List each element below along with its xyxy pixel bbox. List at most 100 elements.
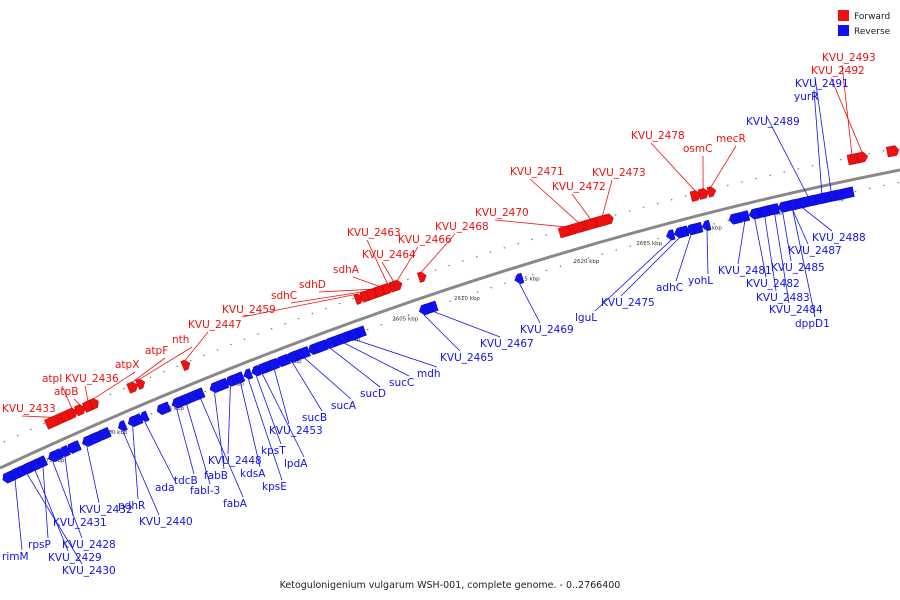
- gene-succ: [338, 331, 350, 344]
- gene-kvu-2447: [180, 359, 191, 372]
- gene-label-rimm[interactable]: rimM: [2, 551, 29, 563]
- gene-label-kvu-2484[interactable]: KVU_2484: [769, 304, 823, 316]
- gene-label-lpda[interactable]: lpdA: [284, 458, 308, 470]
- gene-label-yohl[interactable]: yohL: [688, 275, 713, 287]
- gene-label-kvu-2483[interactable]: KVU_2483: [756, 292, 810, 304]
- gene-label-kvu-2489[interactable]: KVU_2489: [746, 116, 800, 128]
- gene-kvu-2433: [44, 415, 60, 430]
- leader-line-sucd: [329, 347, 381, 388]
- gene-label-kvu-2492[interactable]: KVU_2492: [811, 65, 865, 77]
- gene-label-kvu-2487[interactable]: KVU_2487: [788, 245, 842, 257]
- gene-label-kvu-2448[interactable]: KVU_2448: [208, 455, 262, 467]
- gene-label-ada[interactable]: ada: [155, 482, 175, 494]
- gene-label-atpi[interactable]: atpI: [42, 373, 62, 385]
- gene-label-sucd[interactable]: sucD: [360, 388, 386, 400]
- gene-label-kvu-2478[interactable]: KVU_2478: [631, 130, 685, 142]
- gene-label-atpb[interactable]: atpB: [54, 386, 78, 398]
- gene-label-kvu-2428[interactable]: KVU_2428: [62, 539, 116, 551]
- gene-label-fabi-3[interactable]: fabI-3: [190, 485, 220, 497]
- gene-label-kvu-2466[interactable]: KVU_2466: [398, 234, 452, 246]
- gene-label-sdha[interactable]: sdhA: [333, 264, 360, 276]
- gene-label-kvu-2464[interactable]: KVU_2464: [362, 249, 416, 261]
- gene-label-mecr[interactable]: mecR: [716, 133, 746, 145]
- gene-label-rpsp[interactable]: rpsP: [28, 539, 51, 551]
- leader-line-ada: [144, 421, 176, 482]
- gene-kvu-2485: [777, 201, 787, 213]
- gene-label-kvu-2471[interactable]: KVU_2471: [510, 166, 564, 178]
- gene-label-suca[interactable]: sucA: [331, 400, 357, 412]
- gene-label-atpx[interactable]: atpX: [115, 359, 139, 371]
- leader-line-kvu-2485: [782, 212, 792, 262]
- leader-line-kvu-2484: [774, 214, 790, 304]
- gene-label-kvu-2470[interactable]: KVU_2470: [475, 207, 529, 219]
- gene-label-kvu-2493[interactable]: KVU_2493: [822, 52, 876, 64]
- gene-label-kvu-2440[interactable]: KVU_2440: [139, 516, 193, 528]
- gene-fabb: [209, 381, 220, 394]
- gene-kvu-2432: [82, 435, 92, 447]
- gene-label-kvu-2429[interactable]: KVU_2429: [48, 552, 102, 564]
- gene-label-kvu-2465[interactable]: KVU_2465: [440, 352, 494, 364]
- gene-label-kvu-2436[interactable]: KVU_2436: [65, 373, 119, 385]
- gene-label-nth[interactable]: nth: [172, 334, 189, 346]
- gene-label-kvu-2485[interactable]: KVU_2485: [771, 262, 825, 274]
- gene-label-kpse[interactable]: kpsE: [262, 481, 287, 493]
- gene-label-faba[interactable]: fabA: [223, 498, 248, 510]
- gene-label-kvu-2463[interactable]: KVU_2463: [347, 227, 401, 239]
- leader-line-mdh: [353, 339, 438, 368]
- leader-line-kvu-2448: [227, 386, 231, 455]
- gene-label-adhc[interactable]: adhC: [656, 282, 683, 294]
- gene-kdsa: [235, 371, 246, 383]
- gene-label-kvu-2467[interactable]: KVU_2467: [480, 338, 534, 350]
- gene-kvu-2428: [48, 450, 58, 463]
- gene-label-fabb[interactable]: fabB: [204, 470, 228, 482]
- gene-kvu-2481: [738, 210, 751, 222]
- gene-label-kpst[interactable]: kpsT: [261, 445, 286, 457]
- gene-kpst: [251, 365, 262, 377]
- leader-line-kvu-2429: [34, 469, 69, 552]
- leader-line-kdsa: [240, 382, 261, 468]
- gene-label-atpf[interactable]: atpF: [145, 345, 168, 357]
- gene-kvu-2430: [22, 462, 33, 474]
- gene-label-sdhd[interactable]: sdhD: [299, 279, 326, 291]
- gene-label-lgul[interactable]: lguL: [575, 312, 597, 324]
- gene-label-mdh[interactable]: mdh: [417, 368, 441, 380]
- gene-label-tdcb[interactable]: tdcB: [174, 475, 198, 487]
- leader-line-kvu-2493: [841, 64, 853, 155]
- gene-label-kvu-2433[interactable]: KVU_2433: [2, 403, 56, 415]
- gene-label-pdhr[interactable]: pdhR: [118, 500, 145, 512]
- gene-label-yurr[interactable]: yurR: [794, 91, 818, 103]
- gene-label-kvu-2430[interactable]: KVU_2430: [62, 565, 116, 577]
- gene-label-kvu-2431[interactable]: KVU_2431: [53, 517, 107, 529]
- gene-label-dppd1[interactable]: dppD1: [795, 318, 830, 330]
- gene-kvu-2465: [418, 303, 429, 316]
- leader-line-kvu-2488: [802, 207, 833, 232]
- leader-line-lpda: [261, 373, 305, 458]
- gene-label-kvu-2453[interactable]: KVU_2453: [269, 425, 323, 437]
- gene-label-kvu-2473[interactable]: KVU_2473: [592, 167, 646, 179]
- gene-yohl: [701, 219, 712, 232]
- gene-label-succ[interactable]: sucC: [389, 377, 414, 389]
- gene-label-kvu-2447[interactable]: KVU_2447: [188, 319, 242, 331]
- reverse-gene-block: [840, 186, 855, 199]
- gene-label-osmc[interactable]: osmC: [683, 143, 712, 155]
- gene-label-kvu-2472[interactable]: KVU_2472: [552, 181, 606, 193]
- gene-kvu-2489: [807, 194, 817, 206]
- leader-line-kvu-2471: [529, 178, 579, 223]
- leader-line-kvu-2489: [765, 114, 813, 206]
- gene-label-sdhc[interactable]: sdhC: [271, 290, 297, 302]
- gene-label-kdsa[interactable]: kdsA: [240, 468, 266, 480]
- leader-line-suca: [303, 357, 352, 400]
- gene-label-sucb[interactable]: sucB: [302, 412, 327, 424]
- gene-label-kvu-2469[interactable]: KVU_2469: [520, 324, 574, 336]
- gene-label-kvu-2468[interactable]: KVU_2468: [435, 221, 489, 233]
- gene-kvu-2473: [595, 214, 611, 228]
- gene-label-kvu-2475[interactable]: KVU_2475: [601, 297, 655, 309]
- gene-label-kvu-2491[interactable]: KVU_2491: [795, 78, 849, 90]
- gene-label-kvu-2459[interactable]: KVU_2459: [222, 304, 276, 316]
- gene-label-kvu-2488[interactable]: KVU_2488: [812, 232, 866, 244]
- gene-label-kvu-2432[interactable]: KVU_2432: [79, 504, 133, 516]
- gene-label-kvu-2481[interactable]: KVU_2481: [718, 265, 772, 277]
- gene-label-kvu-2482[interactable]: KVU_2482: [746, 278, 800, 290]
